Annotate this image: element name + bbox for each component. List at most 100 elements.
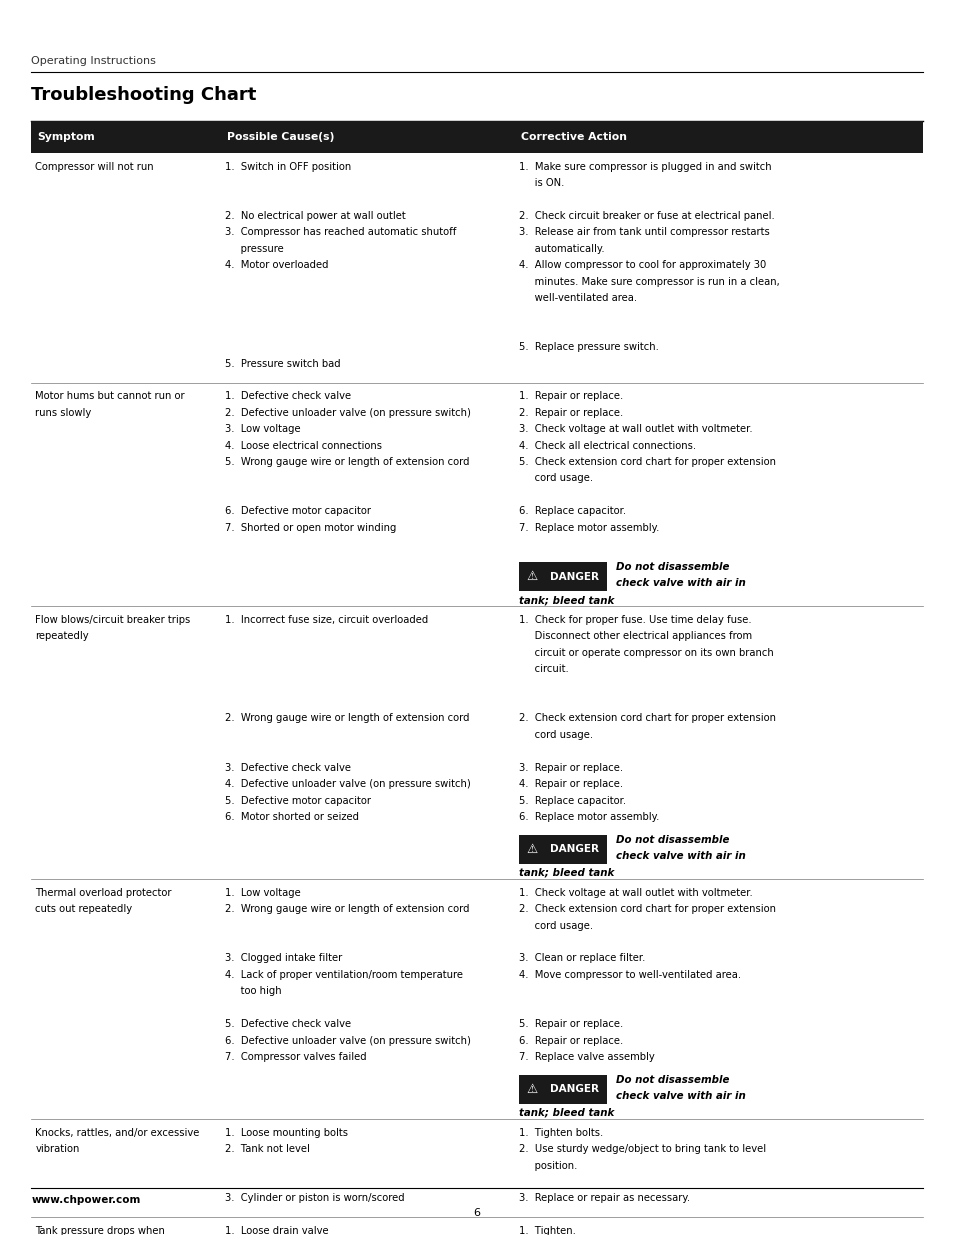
Text: 5.  Check extension cord chart for proper extension: 5. Check extension cord chart for proper… xyxy=(518,457,776,467)
Text: check valve with air in: check valve with air in xyxy=(616,578,745,588)
Text: Tank pressure drops when: Tank pressure drops when xyxy=(35,1226,165,1235)
Text: 6.  Motor shorted or seized: 6. Motor shorted or seized xyxy=(225,813,358,823)
Text: 5.  Repair or replace.: 5. Repair or replace. xyxy=(518,1019,622,1029)
Text: DANGER: DANGER xyxy=(549,1084,598,1094)
Text: Corrective Action: Corrective Action xyxy=(520,132,626,142)
Text: 1.  Tighten bolts.: 1. Tighten bolts. xyxy=(518,1128,602,1137)
Text: 4.  Loose electrical connections: 4. Loose electrical connections xyxy=(225,441,382,451)
Text: Knocks, rattles, and/or excessive: Knocks, rattles, and/or excessive xyxy=(35,1128,199,1137)
Text: tank; bleed tank: tank; bleed tank xyxy=(518,868,614,878)
Text: 5.  Replace pressure switch.: 5. Replace pressure switch. xyxy=(518,342,659,352)
Text: 5.  Wrong gauge wire or length of extension cord: 5. Wrong gauge wire or length of extensi… xyxy=(225,457,469,467)
Text: 1.  Low voltage: 1. Low voltage xyxy=(225,888,300,898)
Text: 7.  Replace motor assembly.: 7. Replace motor assembly. xyxy=(518,522,659,532)
Text: minutes. Make sure compressor is run in a clean,: minutes. Make sure compressor is run in … xyxy=(518,277,779,287)
Text: 2.  Repair or replace.: 2. Repair or replace. xyxy=(518,408,622,417)
Text: 1.  Incorrect fuse size, circuit overloaded: 1. Incorrect fuse size, circuit overload… xyxy=(225,615,428,625)
Text: ⚠: ⚠ xyxy=(525,571,537,583)
Text: cord usage.: cord usage. xyxy=(518,473,593,483)
Text: 5.  Pressure switch bad: 5. Pressure switch bad xyxy=(225,359,340,369)
Text: 3.  Low voltage: 3. Low voltage xyxy=(225,425,300,435)
Text: 5.  Replace capacitor.: 5. Replace capacitor. xyxy=(518,795,625,805)
Text: 2.  Check extension cord chart for proper extension: 2. Check extension cord chart for proper… xyxy=(518,714,776,724)
Text: 3.  Clean or replace filter.: 3. Clean or replace filter. xyxy=(518,953,645,963)
Text: 4.  Defective unloader valve (on pressure switch): 4. Defective unloader valve (on pressure… xyxy=(225,779,471,789)
Text: 1.  Repair or replace.: 1. Repair or replace. xyxy=(518,391,622,401)
Text: 1.  Make sure compressor is plugged in and switch: 1. Make sure compressor is plugged in an… xyxy=(518,162,771,172)
Text: 4.  Allow compressor to cool for approximately 30: 4. Allow compressor to cool for approxim… xyxy=(518,261,765,270)
Text: too high: too high xyxy=(225,987,281,997)
Bar xyxy=(518,1074,606,1104)
Text: 3.  Release air from tank until compressor restarts: 3. Release air from tank until compresso… xyxy=(518,227,769,237)
Bar xyxy=(518,562,606,592)
Text: automatically.: automatically. xyxy=(518,245,604,254)
Text: Do not disassemble: Do not disassemble xyxy=(616,1074,729,1084)
Text: 6.  Defective unloader valve (on pressure switch): 6. Defective unloader valve (on pressure… xyxy=(225,1036,471,1046)
Text: 4.  Move compressor to well-ventilated area.: 4. Move compressor to well-ventilated ar… xyxy=(518,969,740,979)
Text: cuts out repeatedly: cuts out repeatedly xyxy=(35,904,132,914)
Text: 6.  Replace motor assembly.: 6. Replace motor assembly. xyxy=(518,813,659,823)
Text: 7.  Shorted or open motor winding: 7. Shorted or open motor winding xyxy=(225,522,396,532)
Text: tank; bleed tank: tank; bleed tank xyxy=(518,595,614,605)
Text: 3.  Compressor has reached automatic shutoff: 3. Compressor has reached automatic shut… xyxy=(225,227,456,237)
Text: 2.  Wrong gauge wire or length of extension cord: 2. Wrong gauge wire or length of extensi… xyxy=(225,904,469,914)
Text: 1.  Loose mounting bolts: 1. Loose mounting bolts xyxy=(225,1128,348,1137)
Text: cord usage.: cord usage. xyxy=(518,730,593,740)
Text: repeatedly: repeatedly xyxy=(35,631,89,641)
Text: 6.  Defective motor capacitor: 6. Defective motor capacitor xyxy=(225,506,371,516)
Text: 2.  Check extension cord chart for proper extension: 2. Check extension cord chart for proper… xyxy=(518,904,776,914)
Text: well-ventilated area.: well-ventilated area. xyxy=(518,293,637,303)
Text: 1.  Tighten.: 1. Tighten. xyxy=(518,1226,576,1235)
Text: 7.  Replace valve assembly: 7. Replace valve assembly xyxy=(518,1052,654,1062)
Text: DANGER: DANGER xyxy=(549,845,598,855)
Text: Flow blows/circuit breaker trips: Flow blows/circuit breaker trips xyxy=(35,615,191,625)
Text: 4.  Check all electrical connections.: 4. Check all electrical connections. xyxy=(518,441,696,451)
Text: 1.  Switch in OFF position: 1. Switch in OFF position xyxy=(225,162,351,172)
Bar xyxy=(31,121,922,153)
Text: Do not disassemble: Do not disassemble xyxy=(616,562,729,572)
Text: pressure: pressure xyxy=(225,245,284,254)
Text: ⚠: ⚠ xyxy=(525,844,537,856)
Text: 2.  Check circuit breaker or fuse at electrical panel.: 2. Check circuit breaker or fuse at elec… xyxy=(518,211,774,221)
Text: 6: 6 xyxy=(473,1208,480,1218)
Text: 2.  Tank not level: 2. Tank not level xyxy=(225,1144,310,1153)
Text: www.chpower.com: www.chpower.com xyxy=(31,1195,141,1205)
Text: 3.  Clogged intake filter: 3. Clogged intake filter xyxy=(225,953,342,963)
Text: Troubleshooting Chart: Troubleshooting Chart xyxy=(31,86,256,105)
Text: Thermal overload protector: Thermal overload protector xyxy=(35,888,172,898)
Text: Motor hums but cannot run or: Motor hums but cannot run or xyxy=(35,391,185,401)
Text: 4.  Repair or replace.: 4. Repair or replace. xyxy=(518,779,622,789)
Text: Compressor will not run: Compressor will not run xyxy=(35,162,153,172)
Text: 3.  Check voltage at wall outlet with voltmeter.: 3. Check voltage at wall outlet with vol… xyxy=(518,425,752,435)
Text: Disconnect other electrical appliances from: Disconnect other electrical appliances f… xyxy=(518,631,752,641)
Text: 4.  Motor overloaded: 4. Motor overloaded xyxy=(225,261,328,270)
Text: circuit.: circuit. xyxy=(518,664,568,674)
Text: check valve with air in: check valve with air in xyxy=(616,851,745,861)
Text: 1.  Loose drain valve: 1. Loose drain valve xyxy=(225,1226,329,1235)
Text: DANGER: DANGER xyxy=(549,572,598,582)
Text: 2.  Use sturdy wedge/object to bring tank to level: 2. Use sturdy wedge/object to bring tank… xyxy=(518,1144,765,1153)
Text: 1.  Defective check valve: 1. Defective check valve xyxy=(225,391,351,401)
Text: check valve with air in: check valve with air in xyxy=(616,1091,745,1100)
Text: 2.  Defective unloader valve (on pressure switch): 2. Defective unloader valve (on pressure… xyxy=(225,408,471,417)
Bar xyxy=(518,835,606,864)
Text: 7.  Compressor valves failed: 7. Compressor valves failed xyxy=(225,1052,366,1062)
Text: Do not disassemble: Do not disassemble xyxy=(616,835,729,845)
Text: 3.  Replace or repair as necessary.: 3. Replace or repair as necessary. xyxy=(518,1193,690,1203)
Text: 4.  Lack of proper ventilation/room temperature: 4. Lack of proper ventilation/room tempe… xyxy=(225,969,462,979)
Text: is ON.: is ON. xyxy=(518,178,564,188)
Text: position.: position. xyxy=(518,1161,577,1171)
Text: 1.  Check voltage at wall outlet with voltmeter.: 1. Check voltage at wall outlet with vol… xyxy=(518,888,752,898)
Text: ⚠: ⚠ xyxy=(525,1083,537,1095)
Text: 3.  Repair or replace.: 3. Repair or replace. xyxy=(518,763,622,773)
Text: 3.  Cylinder or piston is worn/scored: 3. Cylinder or piston is worn/scored xyxy=(225,1193,404,1203)
Text: 2.  Wrong gauge wire or length of extension cord: 2. Wrong gauge wire or length of extensi… xyxy=(225,714,469,724)
Text: 1.  Check for proper fuse. Use time delay fuse.: 1. Check for proper fuse. Use time delay… xyxy=(518,615,751,625)
Text: 2.  No electrical power at wall outlet: 2. No electrical power at wall outlet xyxy=(225,211,405,221)
Text: Possible Cause(s): Possible Cause(s) xyxy=(227,132,334,142)
Text: Operating Instructions: Operating Instructions xyxy=(31,56,156,65)
Text: tank; bleed tank: tank; bleed tank xyxy=(518,1108,614,1118)
Text: 5.  Defective check valve: 5. Defective check valve xyxy=(225,1019,351,1029)
Text: cord usage.: cord usage. xyxy=(518,920,593,930)
Text: 6.  Repair or replace.: 6. Repair or replace. xyxy=(518,1036,622,1046)
